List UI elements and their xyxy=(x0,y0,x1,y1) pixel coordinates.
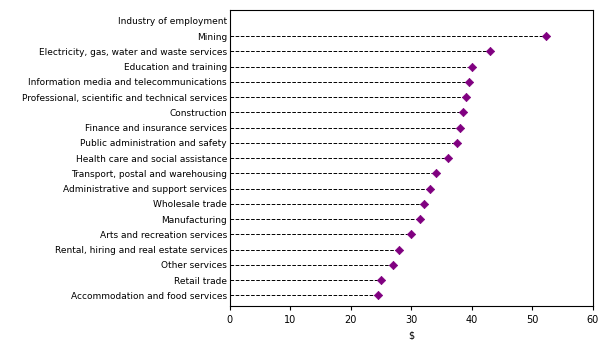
Point xyxy=(464,79,474,85)
Point xyxy=(485,49,495,54)
Point xyxy=(407,232,416,237)
Point xyxy=(431,171,440,176)
Point xyxy=(452,140,462,146)
Point xyxy=(443,155,453,161)
X-axis label: $: $ xyxy=(408,330,414,340)
Point xyxy=(416,216,425,222)
Point xyxy=(458,109,468,115)
Point xyxy=(425,186,434,191)
Point xyxy=(376,277,386,283)
Point xyxy=(419,201,428,207)
Point xyxy=(373,293,383,298)
Point xyxy=(461,95,471,100)
Point xyxy=(541,33,551,39)
Point xyxy=(394,247,404,252)
Point xyxy=(455,125,465,130)
Point xyxy=(388,262,398,268)
Point xyxy=(467,64,477,69)
